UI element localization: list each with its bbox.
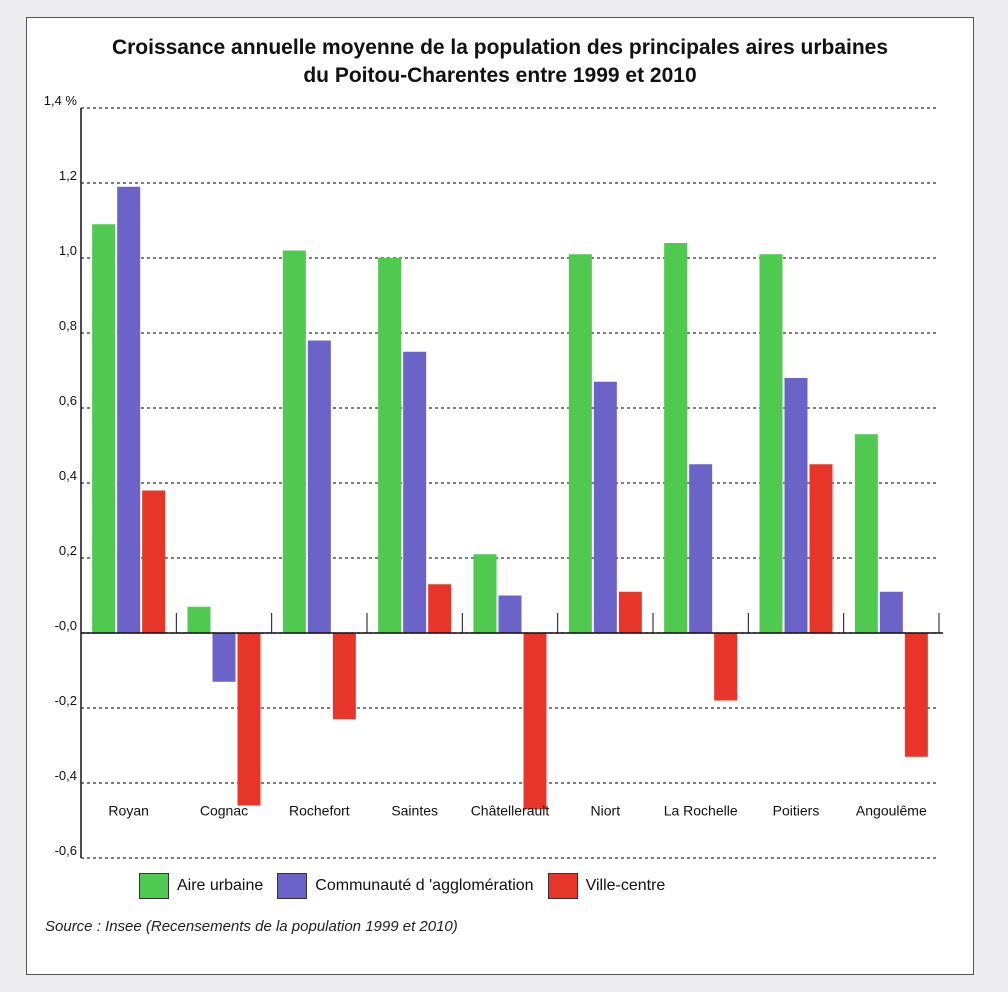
x-category-label: Poitiers xyxy=(773,803,820,819)
bar-ville-centre xyxy=(237,633,261,806)
chart-title-line-2: du Poitou-Charentes entre 1999 et 2010 xyxy=(303,64,697,87)
legend-item-communaute: Communauté d 'agglomération xyxy=(277,873,534,899)
x-category-label: Niort xyxy=(591,803,621,819)
y-tick-label: 1,2 xyxy=(59,168,77,183)
y-tick-label: 0,6 xyxy=(59,393,77,408)
y-tick-label: -0,0 xyxy=(55,618,77,633)
bar-communaut-d-agglom-ration xyxy=(117,186,141,633)
legend-swatch-aire-urbaine xyxy=(139,873,169,899)
bar-aire-urbaine xyxy=(664,243,688,633)
x-category-label: Royan xyxy=(108,803,148,819)
bar-communaut-d-agglom-ration xyxy=(307,340,331,633)
legend-label-aire-urbaine: Aire urbaine xyxy=(177,877,264,894)
bar-communaut-d-agglom-ration xyxy=(689,464,713,633)
bar-ville-centre xyxy=(714,633,738,701)
source-note: Source : Insee (Recensements de la popul… xyxy=(45,918,458,935)
x-category-label: Rochefort xyxy=(289,803,350,819)
legend-label-ville-centre: Ville-centre xyxy=(585,877,666,894)
bar-communaut-d-agglom-ration xyxy=(879,591,903,633)
bar-aire-urbaine xyxy=(568,254,592,633)
y-tick-label: 0,4 xyxy=(59,468,77,483)
legend-swatch-communaute xyxy=(277,873,308,899)
bar-ville-centre xyxy=(523,633,547,810)
legend-item-ville-centre: Ville-centre xyxy=(547,873,666,899)
chart-frame: Croissance annuelle moyenne de la popula… xyxy=(26,17,974,975)
bar-aire-urbaine xyxy=(759,254,783,633)
bar-aire-urbaine xyxy=(854,434,878,633)
bar-communaut-d-agglom-ration xyxy=(403,351,427,633)
bar-aire-urbaine xyxy=(92,224,116,633)
bar-communaut-d-agglom-ration xyxy=(212,633,236,682)
y-tick-label: 0,2 xyxy=(59,543,77,558)
legend: Aire urbaine Communauté d 'agglomération… xyxy=(139,873,679,899)
bar-ville-centre xyxy=(142,490,166,633)
bar-aire-urbaine xyxy=(473,554,497,633)
x-category-label: Châtellerault xyxy=(471,803,550,819)
bar-aire-urbaine xyxy=(378,258,402,633)
bar-aire-urbaine xyxy=(187,606,211,633)
x-category-label: Saintes xyxy=(391,803,438,819)
y-tick-label: -0,2 xyxy=(55,693,77,708)
legend-label-communaute: Communauté d 'agglomération xyxy=(315,877,534,894)
bar-chart: 1,4 % 1,2 1,0 0,8 0,6 0,4 0,2 -0,0 -0,2 -0,4 -0,6 R… xyxy=(44,93,943,859)
bar-ville-centre xyxy=(332,633,356,720)
bar-ville-centre xyxy=(809,464,833,633)
x-category-label: Cognac xyxy=(200,803,248,819)
x-category-label: Angoulême xyxy=(856,803,927,819)
x-category-label: La Rochelle xyxy=(664,803,738,819)
y-tick-label: -0,6 xyxy=(55,843,77,858)
bar-aire-urbaine xyxy=(282,250,306,633)
y-tick-label: 0,8 xyxy=(59,318,77,333)
y-tick-label: 1,0 xyxy=(59,243,77,258)
bar-communaut-d-agglom-ration xyxy=(498,595,522,633)
bar-ville-centre xyxy=(618,591,642,633)
legend-swatch-ville-centre xyxy=(547,873,578,899)
chart-title-line-1: Croissance annuelle moyenne de la popula… xyxy=(111,36,889,59)
y-tick-label: -0,4 xyxy=(55,768,77,783)
bar-communaut-d-agglom-ration xyxy=(593,381,617,633)
legend-item-aire-urbaine: Aire urbaine xyxy=(139,873,263,899)
y-tick-label: 1,4 % xyxy=(44,93,78,108)
bar-ville-centre xyxy=(904,633,928,757)
bar-communaut-d-agglom-ration xyxy=(784,378,808,633)
bar-ville-centre xyxy=(428,584,452,633)
